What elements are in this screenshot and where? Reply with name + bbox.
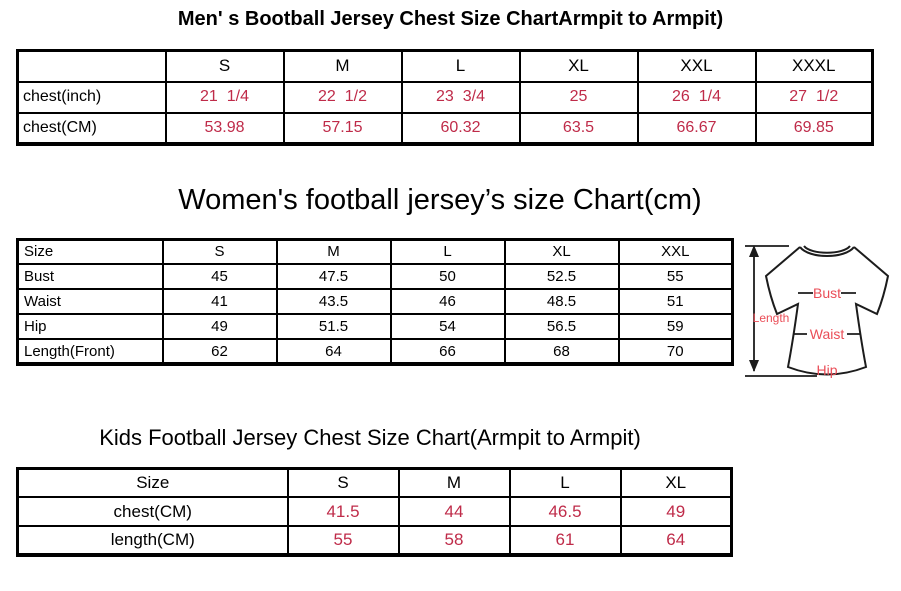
row-label-cell: Length(Front) (16, 338, 164, 365)
header-cell: S (164, 49, 285, 83)
value-cell: 41 (161, 288, 278, 315)
value-cell: 27 1/2 (754, 80, 874, 114)
header-cell: XL (619, 467, 733, 498)
table-row: chest(inch) 21 1/4 22 1/2 23 3/4 25 26 1… (16, 80, 874, 114)
tshirt-diagram: Length Bust Waist Hip (741, 234, 901, 386)
header-cell: XXL (617, 238, 734, 265)
header-cell-blank (16, 49, 167, 83)
tshirt-outline (764, 245, 890, 375)
table-row: chest(CM) 53.98 57.15 60.32 63.5 66.67 6… (16, 111, 874, 145)
value-cell: 63.5 (518, 111, 639, 145)
men-chart-title: Men' s Bootball Jersey Chest Size ChartA… (177, 8, 724, 30)
header-cell-size: Size (16, 467, 289, 498)
value-cell: 47.5 (275, 263, 392, 290)
row-label-cell: chest(CM) (16, 111, 167, 145)
row-label-cell: chest(inch) (16, 80, 167, 114)
table-row: Waist 41 43.5 46 48.5 51 (16, 288, 734, 315)
table-header-row: Size S M L XL (16, 467, 733, 498)
value-cell: 53.98 (164, 111, 285, 145)
row-label-cell: Bust (16, 263, 164, 290)
value-cell: 22 1/2 (282, 80, 403, 114)
value-cell: 41.5 (286, 496, 400, 527)
value-cell: 43.5 (275, 288, 392, 315)
value-cell: 64 (619, 525, 733, 556)
value-cell: 62 (161, 338, 278, 365)
value-cell: 68 (503, 338, 620, 365)
value-cell: 55 (617, 263, 734, 290)
value-cell: 60.32 (400, 111, 521, 145)
tshirt-diagram-svg: Length Bust Waist Hip (745, 244, 890, 378)
value-cell: 57.15 (282, 111, 403, 145)
women-chart-section: Size S M L XL XXL Bust 45 47.5 50 52.5 5… (16, 237, 901, 386)
header-cell: L (389, 238, 506, 265)
value-cell: 52.5 (503, 263, 620, 290)
value-cell: 59 (617, 313, 734, 340)
value-cell: 49 (161, 313, 278, 340)
header-cell: XXL (636, 49, 757, 83)
header-cell: L (400, 49, 521, 83)
length-label: Length (753, 311, 790, 325)
header-cell: M (275, 238, 392, 265)
value-cell: 48.5 (503, 288, 620, 315)
header-cell: S (286, 467, 400, 498)
value-cell: 56.5 (503, 313, 620, 340)
length-arrowhead-down (749, 359, 759, 372)
row-label-cell: Waist (16, 288, 164, 315)
table-header-row: Size S M L XL XXL (16, 238, 734, 265)
header-cell: XXXL (754, 49, 874, 83)
value-cell: 46.5 (508, 496, 622, 527)
row-label-cell: chest(CM) (16, 496, 289, 527)
table-row: Bust 45 47.5 50 52.5 55 (16, 263, 734, 290)
row-label-cell: length(CM) (16, 525, 289, 556)
waist-label: Waist (810, 326, 845, 342)
table-row: chest(CM) 41.5 44 46.5 49 (16, 496, 733, 527)
value-cell: 58 (397, 525, 511, 556)
tshirt-collar-outer (799, 245, 855, 257)
table-row: Hip 49 51.5 54 56.5 59 (16, 313, 734, 340)
kids-chart-title: Kids Football Jersey Chest Size Chart(Ar… (99, 424, 641, 450)
women-size-table: Size S M L XL XXL Bust 45 47.5 50 52.5 5… (16, 237, 734, 366)
bust-label: Bust (813, 285, 841, 301)
value-cell: 64 (275, 338, 392, 365)
table-row: Length(Front) 62 64 66 68 70 (16, 338, 734, 365)
value-cell: 21 1/4 (164, 80, 285, 114)
header-cell: M (397, 467, 511, 498)
value-cell: 66 (389, 338, 506, 365)
value-cell: 61 (508, 525, 622, 556)
header-cell-size: Size (16, 238, 164, 265)
value-cell: 50 (389, 263, 506, 290)
length-arrowhead-up (749, 244, 759, 257)
header-cell: XL (503, 238, 620, 265)
men-size-table: S M L XL XXL XXXL chest(inch) 21 1/4 22 … (16, 49, 874, 146)
table-header-row: S M L XL XXL XXXL (16, 49, 874, 83)
value-cell: 51.5 (275, 313, 392, 340)
kids-size-table: Size S M L XL chest(CM) 41.5 44 46.5 49 … (16, 466, 733, 557)
value-cell: 45 (161, 263, 278, 290)
value-cell: 54 (389, 313, 506, 340)
header-cell: XL (518, 49, 639, 83)
value-cell: 25 (518, 80, 639, 114)
value-cell: 44 (397, 496, 511, 527)
value-cell: 46 (389, 288, 506, 315)
tshirt-collar-inner (803, 244, 851, 254)
table-row: length(CM) 55 58 61 64 (16, 525, 733, 556)
header-cell: M (282, 49, 403, 83)
value-cell: 51 (617, 288, 734, 315)
women-chart-title: Women's football jersey’s size Chart(cm) (178, 183, 702, 216)
value-cell: 23 3/4 (400, 80, 521, 114)
header-cell: S (161, 238, 278, 265)
value-cell: 70 (617, 338, 734, 365)
value-cell: 69.85 (754, 111, 874, 145)
hip-label: Hip (816, 362, 837, 378)
row-label-cell: Hip (16, 313, 164, 340)
value-cell: 66.67 (636, 111, 757, 145)
value-cell: 55 (286, 525, 400, 556)
value-cell: 26 1/4 (636, 80, 757, 114)
value-cell: 49 (619, 496, 733, 527)
header-cell: L (508, 467, 622, 498)
